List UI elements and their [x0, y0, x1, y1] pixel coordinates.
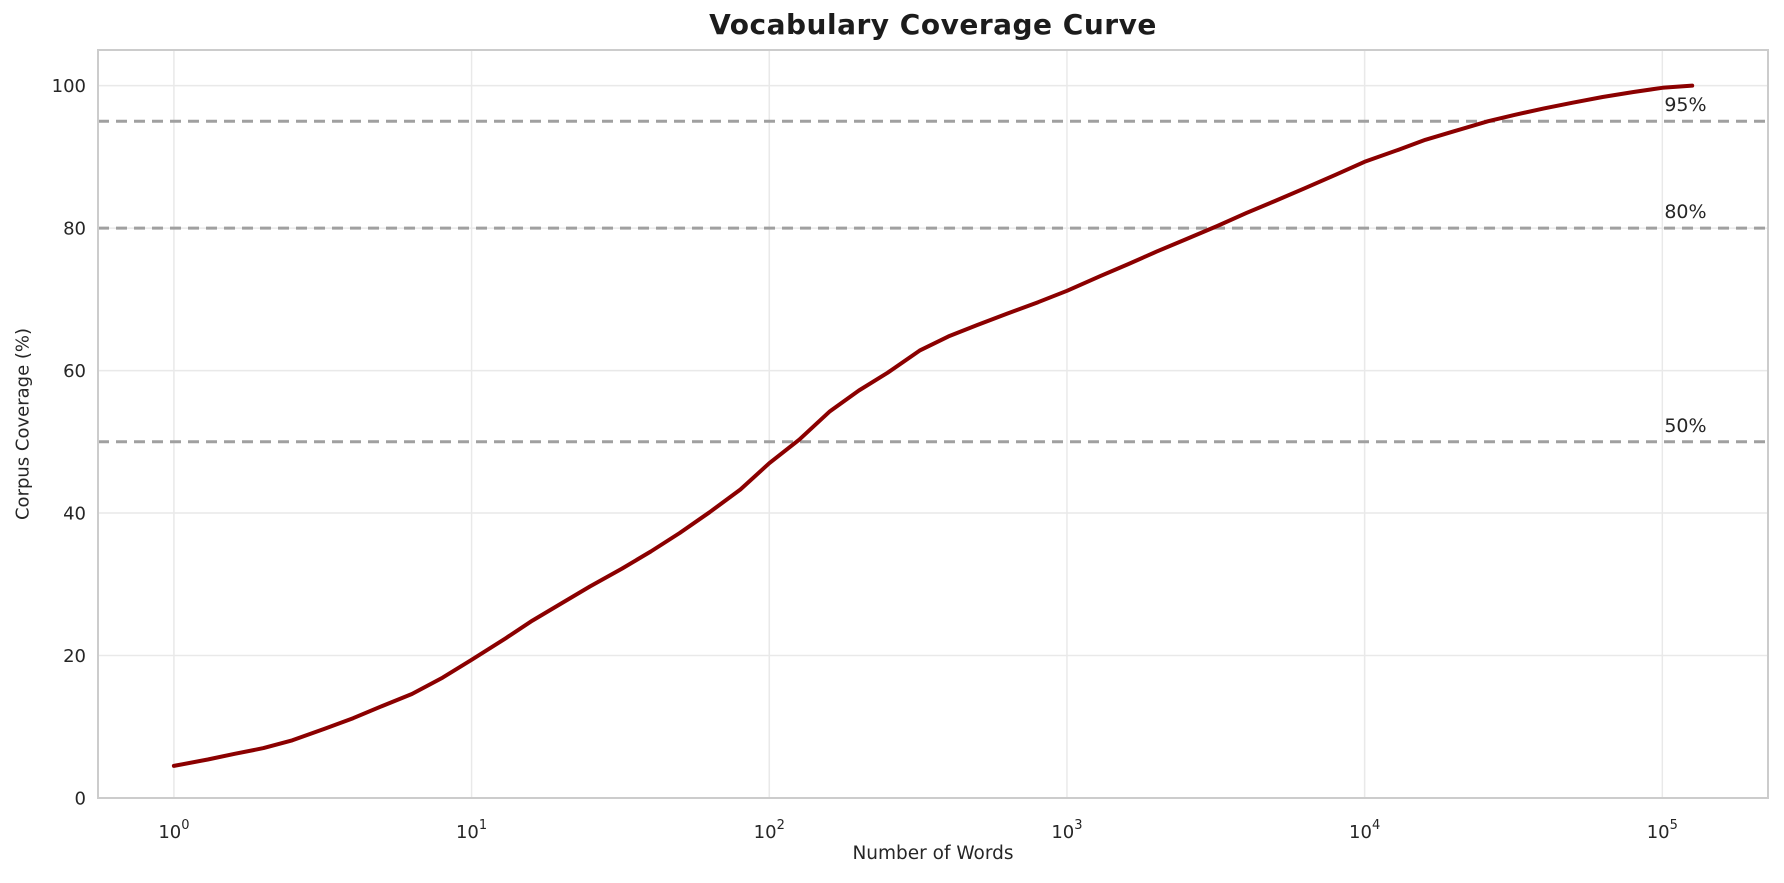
x-tick-label: 101 [456, 818, 487, 843]
y-tick-label: 0 [75, 789, 86, 810]
reference-label-80: 80% [1664, 201, 1706, 223]
series-cumulative-coverage-curve [171, 83, 1695, 768]
reference-label-50: 50% [1664, 415, 1706, 437]
y-tick-label: 100 [52, 76, 86, 97]
reference-label-95: 95% [1664, 94, 1706, 116]
y-tick-label: 60 [63, 361, 86, 382]
x-tick-label: 105 [1647, 818, 1678, 843]
y-tick-label: 80 [63, 219, 86, 240]
x-tick-label: 102 [754, 818, 785, 843]
plot-border [97, 49, 1769, 799]
y-tick-label: 40 [63, 504, 86, 525]
y-tick-label: 20 [63, 646, 86, 667]
x-tick-label: 103 [1051, 818, 1082, 843]
x-tick-label: 104 [1349, 818, 1380, 843]
chart-title: Vocabulary Coverage Curve [709, 8, 1157, 41]
x-tick-label: 100 [158, 818, 189, 843]
x-axis-label: Number of Words [852, 843, 1014, 864]
